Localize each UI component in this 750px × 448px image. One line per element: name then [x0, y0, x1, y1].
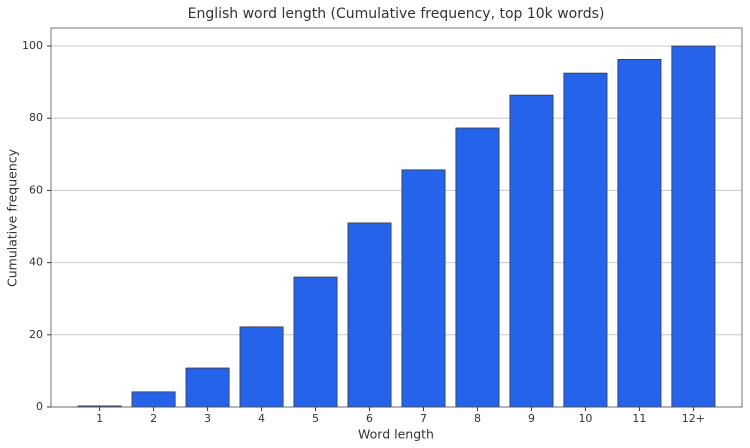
x-tick-label: 1	[96, 412, 103, 425]
x-tick-label: 12+	[682, 412, 705, 425]
bar	[563, 72, 608, 408]
bar	[509, 94, 554, 408]
bar	[455, 127, 500, 408]
bar	[293, 276, 338, 408]
bar	[617, 59, 662, 408]
x-tick-label: 7	[420, 412, 427, 425]
bar	[131, 391, 176, 408]
y-tick-label: 80	[29, 111, 43, 124]
bar	[401, 169, 446, 408]
y-tick-label: 60	[29, 183, 43, 196]
bar	[671, 45, 716, 408]
plot-frame	[50, 27, 743, 408]
x-axis-label: Word length	[358, 427, 434, 442]
chart-title: English word length (Cumulative frequenc…	[188, 6, 605, 22]
x-tick-label: 2	[150, 412, 157, 425]
bar	[239, 326, 284, 408]
x-tick-label: 4	[258, 412, 265, 425]
x-tick-label: 5	[312, 412, 319, 425]
x-tick-label: 10	[578, 412, 592, 425]
bar	[185, 367, 230, 408]
y-tick-label: 40	[29, 256, 43, 269]
y-tick-label: 0	[36, 400, 43, 413]
bar	[347, 222, 392, 408]
x-tick-label: 11	[632, 412, 646, 425]
y-tick-label: 100	[22, 39, 43, 52]
x-tick-label: 9	[528, 412, 535, 425]
x-tick-label: 6	[366, 412, 373, 425]
y-tick-label: 20	[29, 328, 43, 341]
x-tick-label: 8	[474, 412, 481, 425]
x-tick-label: 3	[204, 412, 211, 425]
y-axis-label: Cumulative frequency	[5, 148, 20, 287]
